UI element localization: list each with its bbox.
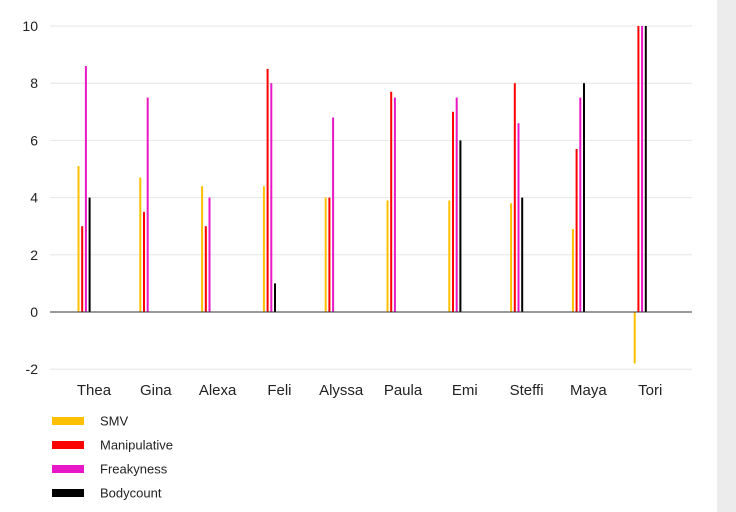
legend-item-freakyness[interactable]: Freakyness (52, 462, 168, 477)
bar-freakyness-emi (455, 97, 458, 312)
bar-bodycount-tori (644, 26, 647, 312)
bar-manipulative-gina (143, 211, 145, 312)
legend: SMV Manipulative Freakyness Bodycount (52, 414, 173, 501)
bar-smv-gina (139, 177, 142, 312)
bar-bodycount-feli (274, 283, 276, 312)
legend-swatch (52, 417, 84, 425)
x-category-label: Paula (384, 382, 423, 399)
x-category-label: Feli (267, 382, 291, 399)
bar-smv-alexa (201, 186, 204, 312)
bar-smv-emi (448, 200, 451, 312)
bar-smv-tori (633, 312, 636, 364)
bars (77, 26, 647, 364)
y-tick-label: 10 (22, 18, 38, 34)
bar-manipulative-maya (575, 148, 578, 312)
y-tick-label: 2 (30, 247, 38, 263)
bar-smv-thea (77, 166, 80, 312)
bar-bodycount-maya (583, 83, 585, 312)
bar-smv-feli (262, 186, 265, 312)
bar-manipulative-paula (390, 91, 393, 312)
bar-bodycount-steffi (521, 197, 524, 312)
bar-freakyness-steffi (517, 123, 520, 313)
bar-freakyness-alexa (208, 197, 211, 312)
bar-smv-alyssa (324, 197, 327, 312)
bar-manipulative-alyssa (328, 197, 331, 312)
bar-smv-maya (571, 229, 574, 312)
legend-item-smv[interactable]: SMV (52, 414, 129, 429)
legend-label: Manipulative (100, 438, 173, 453)
x-category-label: Alexa (199, 382, 237, 399)
bar-manipulative-thea (81, 226, 84, 312)
x-axis-labels: Thea Gina Alexa Feli Alyssa Paula Emi Steffi May… (77, 382, 662, 399)
gridlines (50, 25, 692, 370)
legend-item-manipulative[interactable]: Manipulative (52, 438, 173, 453)
bar-smv-paula (386, 200, 389, 312)
x-category-label: Gina (140, 382, 172, 399)
bar-smv-steffi (510, 203, 513, 312)
bar-manipulative-feli (266, 68, 269, 313)
bar-bodycount-thea (88, 197, 91, 312)
legend-label: Bodycount (100, 486, 162, 501)
bar-freakyness-gina (146, 97, 149, 312)
bar-manipulative-alexa (204, 226, 207, 312)
legend-label: SMV (100, 414, 129, 429)
x-category-label: Maya (570, 382, 607, 399)
bar-bodycount-emi (459, 140, 462, 312)
bar-manipulative-tori (637, 26, 640, 312)
x-category-label: Thea (77, 382, 112, 399)
bar-freakyness-alyssa (332, 117, 335, 313)
y-tick-label: 4 (30, 190, 38, 206)
y-tick-label: 0 (30, 304, 38, 320)
bar-freakyness-maya (579, 97, 582, 312)
bar-freakyness-thea (84, 66, 87, 312)
bar-manipulative-steffi (513, 83, 516, 312)
y-tick-label: 8 (30, 75, 38, 91)
bar-freakyness-paula (393, 97, 396, 312)
y-tick-label: -2 (26, 361, 39, 377)
legend-swatch (52, 441, 84, 449)
y-tick-label: 6 (30, 132, 38, 148)
x-category-label: Alyssa (319, 382, 364, 399)
y-axis-ticks: -2 0 2 4 6 8 10 (22, 18, 38, 377)
vertical-scrollbar[interactable] (717, 0, 736, 512)
x-category-label: Tori (638, 382, 662, 399)
x-category-label: Emi (452, 382, 478, 399)
legend-swatch (52, 465, 84, 473)
legend-item-bodycount[interactable]: Bodycount (52, 486, 162, 501)
bar-freakyness-feli (270, 83, 273, 312)
legend-swatch (52, 489, 84, 497)
x-category-label: Steffi (510, 382, 544, 399)
legend-label: Freakyness (100, 462, 168, 477)
bar-freakyness-tori (641, 26, 644, 312)
bar-manipulative-emi (452, 111, 454, 312)
